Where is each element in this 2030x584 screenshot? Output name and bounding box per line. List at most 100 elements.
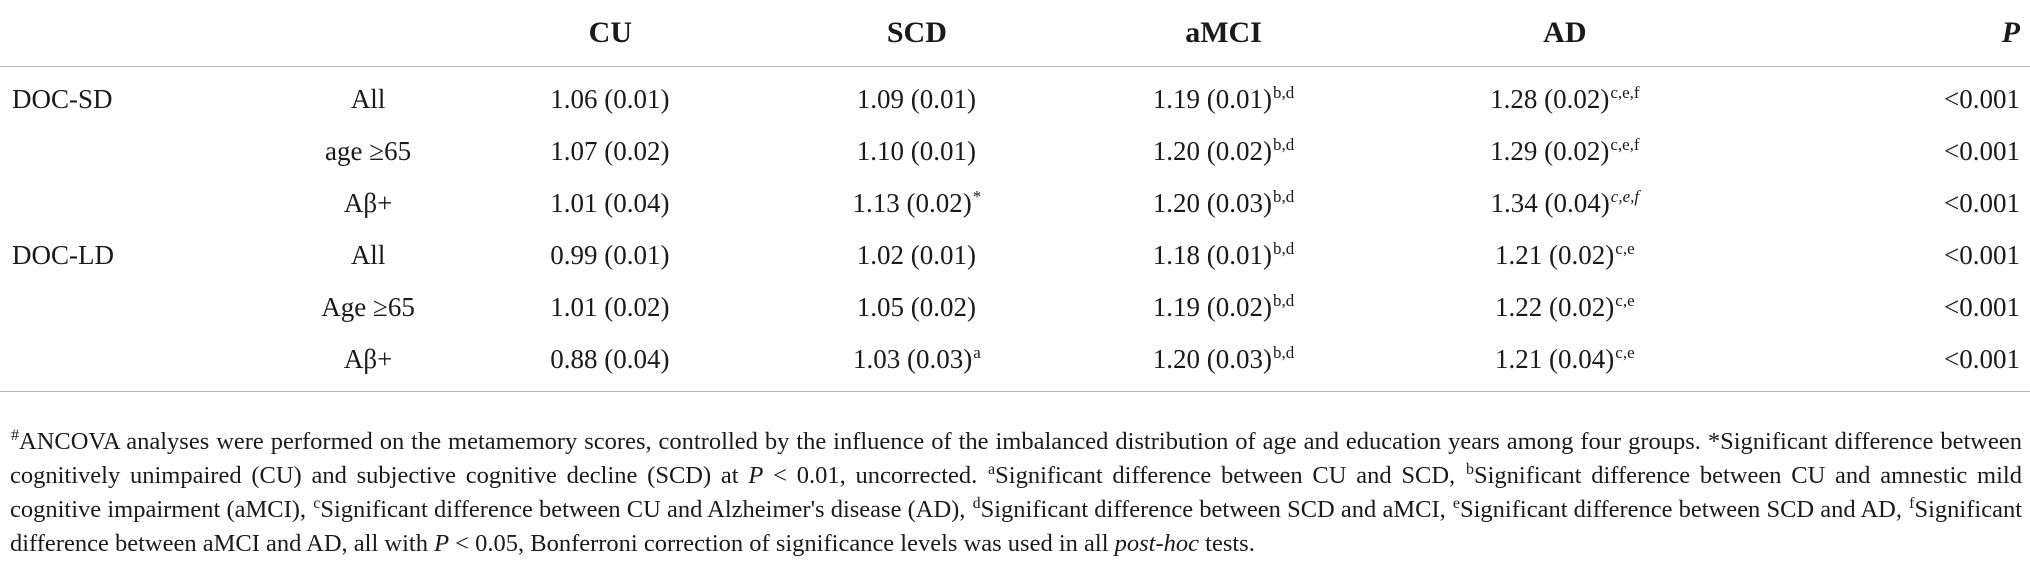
footnote-text: Significant difference between CU and Al…: [320, 496, 972, 523]
cell-amci: 1.18 (0.01)b,d: [1070, 229, 1377, 281]
header-row: CU SCD aMCI AD P: [0, 0, 2030, 67]
cell-cu: 0.99 (0.01): [457, 229, 763, 281]
cell-amci: 1.20 (0.03)b,d: [1070, 177, 1377, 229]
header-measure: [0, 0, 280, 67]
cell-amci: 1.19 (0.01)b,d: [1070, 67, 1377, 126]
cell-amci: 1.20 (0.03)b,d: [1070, 333, 1377, 392]
cell-value: 1.20 (0.02): [1152, 135, 1273, 166]
cell-superscript: b,d: [1273, 290, 1295, 310]
cell-value: 1.28 (0.02): [1490, 83, 1610, 114]
cell-scd: 1.10 (0.01): [764, 125, 1071, 177]
footnote-text: Significant difference between aMCI and …: [10, 496, 2022, 557]
footnote-mark-d: d: [972, 495, 981, 512]
footnote-text: Significant difference between SCD and a…: [980, 496, 1452, 523]
table-body: DOC-SD All 1.06 (0.01) 1.09 (0.01) 1.19 …: [0, 67, 2030, 392]
cell-value: 1.09 (0.01): [856, 83, 976, 114]
cell-superscript: c,e: [1615, 238, 1635, 258]
cell-measure: [0, 333, 280, 392]
cell-scd: 1.09 (0.01): [764, 67, 1071, 126]
cell-value: 1.22 (0.02): [1495, 291, 1615, 322]
cell-value: 1.03 (0.03): [852, 343, 973, 374]
cell-superscript: b,d: [1273, 186, 1295, 206]
cell-value: 0.99 (0.01): [550, 239, 670, 270]
cell-ad: 1.21 (0.04)c,e: [1376, 333, 1753, 392]
footnote-mark-c: c: [313, 495, 321, 512]
table-footnote: #ANCOVA analyses were performed on the m…: [10, 425, 2022, 561]
cell-measure: [0, 125, 279, 177]
cell-value: 1.34 (0.04): [1490, 187, 1610, 218]
footnote-mark-e: e: [1452, 495, 1460, 512]
table-row: DOC-SD All 1.06 (0.01) 1.09 (0.01) 1.19 …: [0, 67, 2030, 126]
cell-ad: 1.28 (0.02)c,e,f: [1377, 67, 1753, 126]
cell-measure: DOC-SD: [12, 83, 113, 114]
cell-subgroup: Aβ+: [343, 187, 393, 218]
cell-value: 1.18 (0.01): [1152, 239, 1273, 270]
cell-value: 1.20 (0.03): [1152, 187, 1273, 218]
footnote-p-symbol: P: [748, 462, 764, 489]
footnote-text: Significant difference between CU and SC…: [995, 462, 1465, 489]
cell-value: 1.19 (0.02): [1152, 291, 1273, 322]
cell-superscript: a: [973, 342, 981, 362]
cell-value: 1.01 (0.04): [550, 187, 670, 218]
footnote-mark-a: a: [988, 461, 996, 478]
cell-ad: 1.29 (0.02)c,e,f: [1377, 125, 1753, 177]
cell-measure: DOC-LD: [12, 239, 114, 270]
cell-value: 1.10 (0.01): [856, 135, 976, 166]
cell-ad: 1.34 (0.04)c,e,f: [1377, 177, 1753, 229]
footnote-text: ANCOVA analyses were performed on the me…: [10, 428, 2022, 489]
cell-p: <0.001: [1944, 291, 2020, 322]
cell-scd: 1.02 (0.01): [764, 229, 1071, 281]
header-ad: AD: [1376, 0, 1753, 67]
cell-subgroup: All: [350, 83, 386, 114]
cell-superscript: c,e,f: [1610, 134, 1640, 154]
table-header: CU SCD aMCI AD P: [0, 0, 2030, 67]
cell-p: <0.001: [1944, 187, 2020, 218]
cell-subgroup: Age ≥65: [321, 291, 415, 322]
cell-p: <0.001: [1944, 83, 2020, 114]
footnote-text: tests.: [1199, 530, 1255, 557]
cell-measure: [0, 281, 279, 333]
cell-superscript: c,e,f: [1610, 82, 1640, 102]
cell-scd: 1.05 (0.02): [764, 281, 1071, 333]
cell-subgroup: Aβ+: [279, 333, 458, 392]
cell-cu: 1.01 (0.04): [457, 177, 763, 229]
header-scd: SCD: [763, 0, 1071, 67]
cell-cu: 0.88 (0.04): [457, 333, 764, 392]
footnote-mark-hash: #: [11, 427, 19, 444]
table-row: Aβ+ 1.01 (0.04) 1.13 (0.02)* 1.20 (0.03)…: [0, 177, 2030, 229]
footnote-text: Significant difference between CU and am…: [10, 462, 2022, 523]
cell-value: 0.88 (0.04): [550, 343, 670, 374]
footnote-p-symbol: P: [434, 530, 450, 557]
cell-superscript: c,e: [1615, 342, 1635, 362]
cell-cu: 1.06 (0.01): [457, 67, 763, 126]
footnote-mark-f: f: [1909, 495, 1915, 512]
cell-ad: 1.21 (0.02)c,e: [1377, 229, 1753, 281]
cell-scd: 1.13 (0.02)*: [764, 177, 1071, 229]
cell-p: <0.001: [1752, 333, 2030, 392]
cell-superscript: b,d: [1273, 342, 1295, 362]
cell-value: 1.06 (0.01): [550, 83, 670, 114]
cell-amci: 1.20 (0.02)b,d: [1070, 125, 1377, 177]
cell-measure: [0, 177, 279, 229]
cell-value: 1.19 (0.01): [1152, 83, 1273, 114]
cell-value: 1.21 (0.02): [1495, 239, 1615, 270]
cell-superscript: b,d: [1273, 134, 1295, 154]
footnote-text: < 0.01, uncorrected.: [763, 462, 988, 489]
cell-amci: 1.19 (0.02)b,d: [1070, 281, 1377, 333]
cell-superscript: b,d: [1273, 82, 1295, 102]
cell-cu: 1.07 (0.02): [457, 125, 763, 177]
metamemory-table: CU SCD aMCI AD P DOC-SD All 1.06 (0.01) …: [0, 0, 2030, 392]
footnote-posthoc: post-hoc: [1114, 530, 1200, 557]
cell-subgroup: All: [350, 239, 386, 270]
header-subgroup: [279, 0, 458, 67]
cell-superscript: c,e: [1615, 290, 1635, 310]
cell-p: <0.001: [1944, 239, 2020, 270]
cell-value: 1.29 (0.02): [1490, 135, 1610, 166]
table-row: Age ≥65 1.01 (0.02) 1.05 (0.02) 1.19 (0.…: [0, 281, 2030, 333]
table-row: DOC-LD All 0.99 (0.01) 1.02 (0.01) 1.18 …: [0, 229, 2030, 281]
header-cu: CU: [457, 0, 764, 67]
cell-ad: 1.22 (0.02)c,e: [1377, 281, 1753, 333]
cell-value: 1.01 (0.02): [550, 291, 670, 322]
table-row: Aβ+ 0.88 (0.04) 1.03 (0.03)a 1.20 (0.03)…: [0, 333, 2030, 392]
